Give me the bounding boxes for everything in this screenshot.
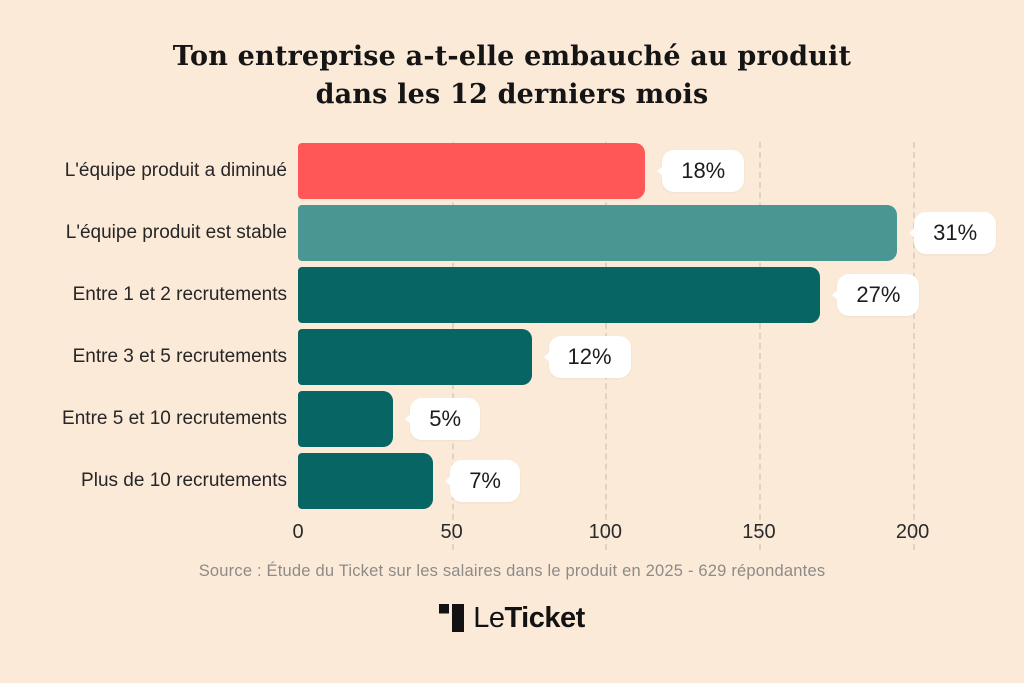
bar-row: 7% [298,450,974,512]
chart-title-line1: Ton entreprise a-t-elle embauché au prod… [172,41,852,72]
category-labels-column: L'équipe produit a diminué L'équipe produ… [0,140,298,550]
category-label: Entre 3 et 5 recrutements [72,346,287,367]
bar: 18% [298,143,745,199]
x-tick-label-50: 50 [440,521,463,543]
gridline-200 [912,142,915,550]
bar: 31% [298,205,997,261]
bar-row: 5% [298,388,974,450]
x-tick-label-100: 100 [588,521,622,543]
plot-area: 18% 31% 27% 12% 5% 7% 0 50 100 150 200 [292,140,997,550]
bar-row: 12% [298,326,974,388]
value-callout: 31% [914,212,997,254]
category-label: Entre 1 et 2 recrutements [72,284,287,305]
category-label: L'équipe produit est stable [65,222,287,243]
value-callout: 18% [662,150,745,192]
bar-chart: L'équipe produit a diminué L'équipe produ… [0,140,1024,550]
bar: 27% [298,267,920,323]
logo-text-ticket: Ticket [504,602,585,634]
bar: 12% [298,329,631,385]
bar-row: 31% [298,202,997,264]
x-tick-label-150: 150 [742,521,776,543]
leticket-logo-icon [439,603,466,634]
source-caption: Source : Étude du Ticket sur les salaire… [198,562,826,580]
x-axis: 0 50 100 150 200 [292,512,974,550]
leticket-logo: LeTicket [0,602,1024,635]
gridline-150 [758,142,761,550]
value-callout: 7% [450,460,520,502]
category-label: Entre 5 et 10 recrutements [62,408,287,429]
category-label: L'équipe produit a diminué [64,160,287,181]
logo-text-le: Le [473,602,505,634]
category-label: Plus de 10 recrutements [81,470,287,491]
value-callout: 12% [548,336,631,378]
bar: 5% [298,391,481,447]
value-callout: 27% [837,274,920,316]
x-tick-label-200: 200 [895,521,930,543]
value-callout: 5% [410,398,481,440]
chart-title-line2: dans les 12 derniers mois [315,79,709,110]
leticket-logo-text: LeTicket [473,602,585,635]
bar-rows: 18% 31% 27% 12% 5% 7% [298,140,997,512]
x-tick-label-0: 0 [292,521,304,543]
bar-row: 18% [298,140,974,202]
bar-row: 27% [298,264,974,326]
chart-title: Ton entreprise a-t-elle embauché au prod… [0,0,1024,114]
bar: 7% [298,453,520,509]
